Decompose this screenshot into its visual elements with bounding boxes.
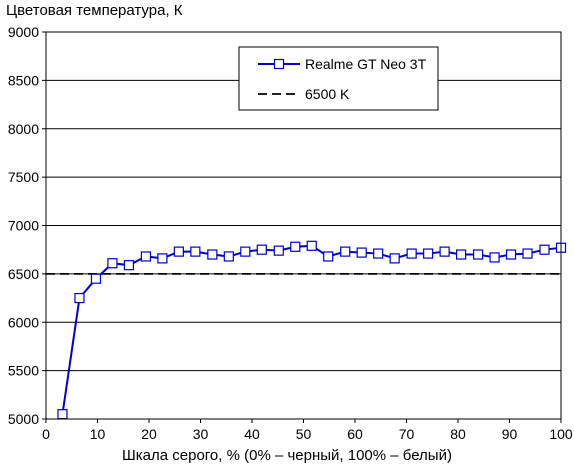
x-tick-label: 50	[296, 426, 312, 442]
plot-frame	[45, 31, 562, 420]
data-point	[539, 244, 550, 255]
x-tick-label: 40	[244, 426, 260, 442]
data-point	[455, 249, 467, 260]
data-point	[472, 249, 484, 260]
legend-label-6500k: 6500 K	[305, 86, 350, 102]
data-point	[256, 244, 267, 255]
x-tick-label: 20	[141, 426, 157, 442]
y-tick-label: 7000	[8, 218, 39, 234]
y-tick-label: 5000	[8, 411, 39, 427]
data-point	[389, 253, 400, 264]
data-point	[439, 246, 450, 257]
data-point	[157, 253, 168, 264]
data-point	[505, 249, 517, 260]
x-tick-label: 0	[42, 426, 50, 442]
series-group	[57, 240, 567, 420]
legend-label-realme: Realme GT Neo 3T	[305, 56, 427, 72]
data-point	[140, 251, 152, 262]
data-point	[273, 245, 284, 256]
x-tick-label: 80	[450, 426, 466, 442]
data-point	[74, 292, 85, 304]
y-tick-label: 7500	[8, 169, 39, 185]
y-tick-label: 6500	[8, 266, 39, 282]
data-point	[207, 249, 218, 260]
data-point	[90, 273, 102, 284]
y-tick-label: 5500	[8, 363, 39, 379]
data-point	[522, 248, 533, 259]
axes: 5000 5500 6000 6500 7000 7500 8000 8500 9000 0 10 2…	[8, 24, 573, 442]
y-axis-title: Цветовая температура, К	[6, 2, 183, 19]
y-tick-label: 8500	[8, 72, 39, 88]
y-tick-label: 6000	[8, 314, 39, 330]
data-point	[173, 246, 184, 257]
x-axis-title: Шкала серого, % (0% – черный, 100% – бел…	[122, 447, 452, 464]
x-tick-label: 100	[549, 426, 573, 442]
x-tick-label: 70	[399, 426, 415, 442]
data-point	[223, 251, 234, 262]
legend: Realme GT Neo 3T 6500 K	[238, 46, 439, 111]
data-point	[123, 260, 135, 271]
x-tick-label: 30	[193, 426, 209, 442]
legend-box	[238, 46, 439, 111]
data-point	[323, 251, 334, 262]
data-point	[340, 246, 351, 257]
data-point	[240, 246, 251, 257]
legend-swatch-marker-realme	[273, 58, 285, 70]
data-point	[423, 248, 434, 259]
data-point	[190, 246, 201, 257]
data-point	[406, 248, 417, 259]
series-line-realme	[61, 244, 561, 419]
data-point	[489, 252, 500, 263]
y-tick-label: 9000	[8, 24, 39, 40]
data-point	[306, 240, 317, 251]
data-point	[373, 248, 384, 259]
data-point	[290, 241, 301, 252]
x-tick-label: 60	[347, 426, 363, 442]
y-tick-label: 8000	[8, 121, 39, 137]
data-point	[57, 409, 68, 420]
x-tick-label: 10	[90, 426, 106, 442]
data-point	[107, 258, 118, 269]
data-point	[356, 247, 367, 258]
x-tick-label: 90	[502, 426, 518, 442]
